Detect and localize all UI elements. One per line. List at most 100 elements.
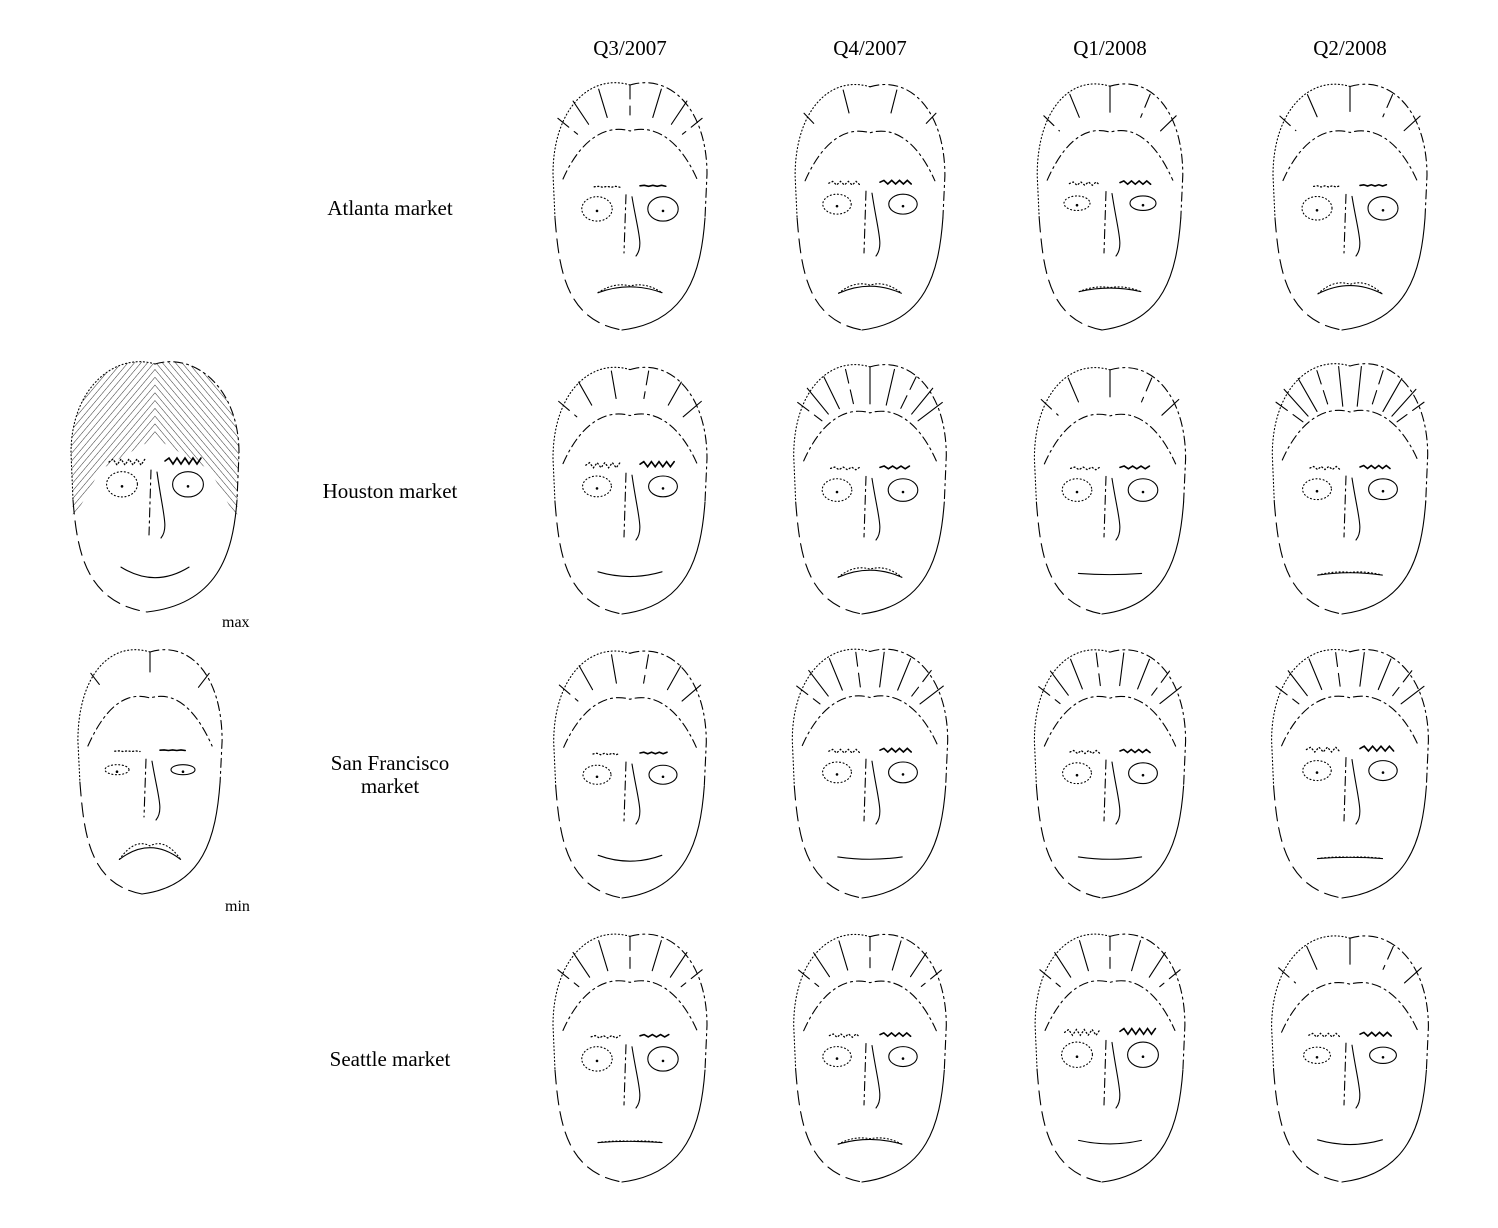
head-outline-upper-right xyxy=(869,364,947,503)
eyes xyxy=(822,1046,918,1068)
eyebrows xyxy=(1309,464,1391,471)
mouth xyxy=(1317,856,1383,860)
mouth xyxy=(837,1137,903,1145)
head-outline-upper-left xyxy=(1271,363,1351,503)
eyes xyxy=(582,764,678,785)
head-outline-lower-left xyxy=(555,785,623,899)
head-outline-upper-left xyxy=(1271,649,1351,787)
head-outline-upper-right xyxy=(1109,367,1187,503)
eyebrows xyxy=(1063,1027,1157,1037)
nose xyxy=(863,758,881,825)
eyebrows xyxy=(828,1031,912,1039)
head-outline-lower-left xyxy=(795,1069,863,1183)
nose xyxy=(1343,193,1361,257)
head-outline-upper-left xyxy=(1033,649,1111,787)
face-r4-c2 xyxy=(775,920,965,1200)
face-r3-c4 xyxy=(1255,636,1445,916)
hair-strands xyxy=(558,370,702,465)
eyes xyxy=(1303,1046,1397,1064)
eyebrows xyxy=(829,465,911,471)
eyes xyxy=(1302,478,1398,501)
eyes xyxy=(821,478,919,502)
head-outline-upper-left xyxy=(1271,935,1351,1071)
eyes xyxy=(822,761,918,784)
nose xyxy=(623,194,641,257)
head-outline-lower-left xyxy=(1035,501,1103,615)
head-outline-upper-left xyxy=(552,933,631,1071)
eyebrows xyxy=(590,1033,670,1039)
head-outline-upper-left xyxy=(793,364,871,503)
eyebrows xyxy=(1312,183,1388,188)
eyebrows xyxy=(108,456,202,467)
hair-strands xyxy=(1039,935,1181,1031)
mouth xyxy=(837,856,903,860)
head-outline-lower-right xyxy=(1341,501,1427,615)
head-outline-lower-left xyxy=(795,501,863,615)
row-label-line: Seattle market xyxy=(329,1046,451,1071)
eyebrows xyxy=(1069,748,1151,755)
hair-strands xyxy=(71,361,239,520)
row-label-1: Atlanta market xyxy=(280,196,500,220)
head-outline-upper-right xyxy=(149,649,223,783)
head-outline-lower-right xyxy=(1101,1069,1184,1183)
eyes xyxy=(1062,762,1158,785)
head-outline-lower-left xyxy=(1035,785,1103,899)
column-header-2: Q4/2007 xyxy=(833,36,907,60)
mouth xyxy=(1077,856,1143,860)
hair-strands xyxy=(797,366,943,462)
head-outline-lower-left xyxy=(1038,217,1103,331)
head-outline-lower-right xyxy=(1341,785,1427,899)
eyes xyxy=(1302,760,1398,782)
nose xyxy=(143,758,161,821)
nose xyxy=(1103,759,1121,825)
eyes xyxy=(1061,478,1159,502)
hair-strands xyxy=(558,654,702,748)
head-outline-upper-right xyxy=(1109,649,1187,787)
eyes xyxy=(582,475,678,498)
hair-strands xyxy=(1278,937,1422,1033)
hair-strands xyxy=(87,651,213,747)
head-outline-lower-right xyxy=(861,501,945,615)
eyes xyxy=(581,196,679,222)
head-outline-upper-left xyxy=(1034,933,1111,1071)
head-outline-upper-right xyxy=(1349,935,1429,1071)
hair-strands xyxy=(1043,85,1177,181)
nose xyxy=(1343,757,1361,825)
eyes xyxy=(1061,1041,1159,1068)
head-outline-lower-left xyxy=(796,217,863,331)
head-outline-upper-right xyxy=(869,933,947,1071)
face-r3-c2 xyxy=(775,636,965,916)
reference-min-label: min xyxy=(225,898,250,915)
column-header-3: Q1/2008 xyxy=(1073,36,1147,60)
head-outline-upper-left xyxy=(791,648,871,787)
mouth xyxy=(118,843,182,860)
head-outline-lower-right xyxy=(1341,217,1426,331)
head-outline-lower-left xyxy=(1273,785,1343,899)
hair-strands xyxy=(557,84,703,180)
head-outline-upper-right xyxy=(869,84,946,219)
mouth xyxy=(1317,282,1383,295)
head-outline-lower-right xyxy=(621,217,706,331)
face-r1-c2 xyxy=(775,68,965,348)
face-r4-c1 xyxy=(535,920,725,1200)
nose xyxy=(863,1043,881,1109)
face-r4-c3 xyxy=(1015,920,1205,1200)
head-outline-upper-right xyxy=(1109,933,1186,1071)
eyebrows xyxy=(1305,744,1395,753)
mouth xyxy=(597,284,663,294)
row-label-4: Seattle market xyxy=(280,1046,500,1071)
eyes xyxy=(822,193,918,215)
face-r2-c1 xyxy=(535,352,725,632)
head-outline-lower-left xyxy=(554,1069,623,1183)
nose xyxy=(863,190,881,257)
mouth xyxy=(597,854,663,862)
head-outline-upper-left xyxy=(1033,367,1111,503)
row-label-3: San Francisco market xyxy=(280,752,500,798)
head-outline-lower-right xyxy=(861,1069,945,1183)
face-r4-c4 xyxy=(1255,920,1445,1200)
nose xyxy=(1343,475,1361,541)
mouth xyxy=(120,566,190,579)
eyebrows xyxy=(828,179,912,186)
hair-strands xyxy=(803,89,937,182)
eyes xyxy=(1301,195,1399,221)
